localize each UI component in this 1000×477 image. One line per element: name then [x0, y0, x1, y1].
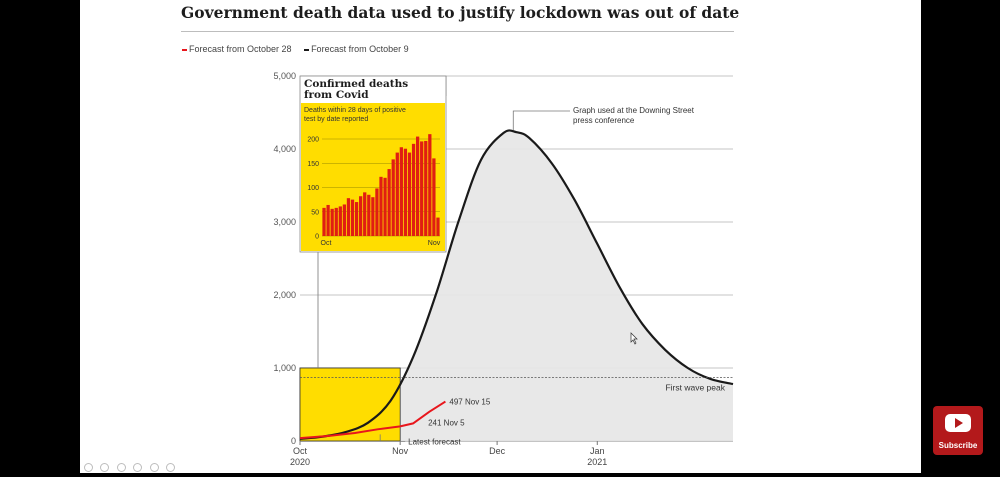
- peak-callout-leader: [512, 110, 570, 130]
- inset-bar-14: [379, 176, 383, 236]
- x-tick-sublabel-3: 2021: [587, 457, 607, 467]
- peak-callout-text-0: Graph used at the Downing Street: [573, 106, 695, 115]
- inset-bar-2: [330, 208, 334, 236]
- inset-y-label-0: 200: [307, 137, 319, 144]
- first-wave-peak-label: First wave peak: [665, 382, 725, 392]
- subscribe-label: Subscribe: [938, 441, 978, 450]
- legend: Forecast from October 28 Forecast from O…: [182, 44, 419, 54]
- inset-bar-15: [383, 177, 387, 236]
- label-latest-forecast: Latest forecast: [408, 437, 461, 446]
- inset-subtitle-1: test by date reported: [304, 116, 368, 123]
- zoom-icon[interactable]: [133, 463, 143, 472]
- mouse-cursor-icon: [630, 332, 638, 345]
- inset-y-label-2: 100: [307, 185, 319, 192]
- x-tick-label-0: Oct: [293, 446, 308, 456]
- inset-x-label-1: Nov: [428, 240, 441, 247]
- peak-callout-text-1: press conference: [573, 116, 635, 125]
- inset-subtitle-0: Deaths within 28 days of positive: [304, 107, 406, 114]
- x-tick-sublabel-0: 2020: [290, 457, 310, 467]
- inset-bar-21: [407, 152, 412, 236]
- latest-forecast-leader: [379, 434, 406, 442]
- x-tick-label-3: Jan: [590, 446, 605, 456]
- inset-title-1: from Covid: [304, 89, 369, 101]
- inset-bar-19: [399, 147, 403, 236]
- pen-tool-icon[interactable]: [116, 463, 126, 472]
- inset-x-label-0: Oct: [321, 240, 332, 247]
- y-tick-label-3: 2,000: [273, 290, 296, 300]
- inset-bar-3: [334, 207, 338, 236]
- inset-bar-27: [432, 158, 436, 236]
- headline-divider: [181, 31, 734, 32]
- x-tick-label-2: Dec: [489, 446, 506, 456]
- inset-bar-25: [424, 140, 428, 236]
- prev-slide-icon[interactable]: [84, 463, 93, 472]
- y-tick-label-5: 0: [291, 436, 296, 446]
- inset-bar-5: [342, 204, 347, 236]
- y-tick-label-4: 1,000: [273, 363, 296, 373]
- forecast-oct9-area: [300, 130, 733, 441]
- inset-bar-11: [367, 194, 371, 236]
- legend-label-oct9: Forecast from October 9: [311, 44, 409, 54]
- y-tick-label-1: 4,000: [273, 144, 296, 154]
- inset-bar-4: [338, 206, 342, 236]
- inset-bar-20: [403, 148, 408, 236]
- inset-bar-18: [395, 152, 399, 236]
- inset-bar-17: [391, 159, 395, 236]
- headline: Government death data used to justify lo…: [181, 3, 740, 22]
- more-options-icon[interactable]: [166, 463, 176, 472]
- y-tick-label-0: 5,000: [273, 71, 296, 81]
- legend-item-oct9: Forecast from October 9: [304, 44, 409, 54]
- inset-y-label-3: 50: [311, 209, 319, 216]
- youtube-play-icon: [945, 414, 971, 432]
- legend-swatch-black: [304, 48, 310, 51]
- inset-bar-24: [420, 141, 424, 236]
- youtube-subscribe-button[interactable]: Subscribe: [933, 406, 983, 455]
- player-controls: [84, 459, 178, 472]
- inset-bar-8: [354, 202, 359, 236]
- inset-bar-0: [322, 207, 326, 236]
- grid-view-icon[interactable]: [149, 463, 159, 472]
- next-slide-icon[interactable]: [100, 463, 110, 472]
- forecast-oct28-line: [299, 400, 446, 440]
- inset-bar-12: [371, 197, 375, 236]
- inset-bar-13: [375, 188, 379, 236]
- inset-bar-28: [436, 217, 440, 236]
- x-tick-label-1: Nov: [392, 446, 409, 456]
- inset-bar-7: [350, 199, 355, 236]
- label-241-nov5: 241 Nov 5: [428, 418, 465, 427]
- label-497-nov15: 497 Nov 15: [449, 398, 490, 407]
- legend-item-oct28: Forecast from October 28: [182, 44, 292, 54]
- inset-bar-22: [411, 143, 416, 236]
- inset-bar-10: [363, 192, 367, 236]
- y-tick-label-2: 3,000: [273, 217, 296, 227]
- legend-label-oct28: Forecast from October 28: [189, 44, 292, 54]
- inset-title-0: Confirmed deaths: [304, 78, 408, 90]
- inset-bar-26: [428, 134, 432, 236]
- forecast-oct9-line: [299, 129, 734, 440]
- inset-y-label-4: 0: [315, 234, 319, 241]
- inset-bar-6: [346, 198, 351, 236]
- legend-swatch-red: [182, 48, 187, 51]
- inset-bar-1: [326, 204, 330, 236]
- inset-y-label-1: 150: [307, 161, 319, 168]
- inset-bar-9: [359, 196, 363, 236]
- inset-bar-23: [415, 136, 420, 236]
- inset-bar-16: [387, 169, 391, 236]
